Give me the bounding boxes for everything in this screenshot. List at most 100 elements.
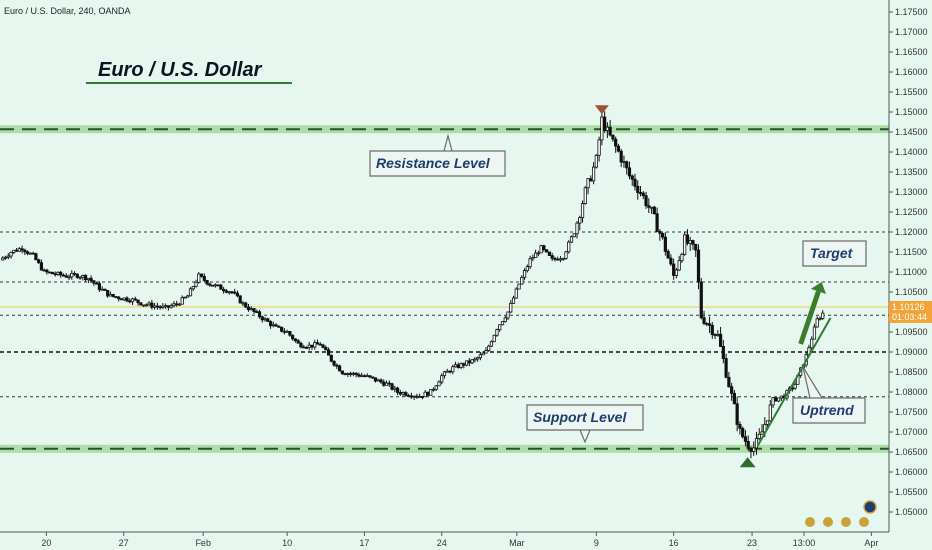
bottom-marker-icon <box>739 457 756 468</box>
candle-body-33 <box>92 280 96 284</box>
candle-body-136 <box>376 379 380 382</box>
candle-body-141 <box>390 383 394 390</box>
candle-body-87 <box>241 302 245 305</box>
time-axis[interactable]: 20 27 Feb 10 17 24 Mar 9 16 23 13:00 Apr <box>41 532 878 548</box>
candle-body-148 <box>409 395 413 398</box>
candle-body-134 <box>371 376 375 379</box>
candle-body-217 <box>600 116 604 141</box>
x-tick-label-6: Mar <box>509 538 525 548</box>
candle-body-28 <box>78 276 82 279</box>
candle-body-210 <box>580 203 585 218</box>
candle-body-7 <box>20 248 24 251</box>
candle-body-159 <box>440 375 444 383</box>
y-tick-label-9: 1.09000 <box>895 347 928 357</box>
candle-body-76 <box>210 284 215 287</box>
candle-body-157 <box>434 385 438 390</box>
candle-body-233 <box>644 195 648 207</box>
y-tick-label-23: 1.16000 <box>895 67 928 77</box>
x-tick-label-8: 16 <box>669 538 679 548</box>
candle-body-163 <box>451 366 455 373</box>
candle-body-96 <box>266 318 270 322</box>
candle-body-78 <box>216 284 220 287</box>
candle-body-80 <box>222 288 226 292</box>
candle-body-98 <box>271 324 275 327</box>
candle-body-42 <box>117 296 121 300</box>
candle-body-269 <box>743 436 748 442</box>
candle-body-262 <box>724 358 728 378</box>
chart-toolbar-icons[interactable] <box>805 500 877 527</box>
candle-body-104 <box>288 331 292 336</box>
candle-body-35 <box>97 283 101 291</box>
price-axis[interactable]: 1.05000 1.05500 1.06000 1.06500 1.07000 1.075… <box>889 7 928 517</box>
candle-body-196 <box>542 245 546 251</box>
candle-body-169 <box>467 360 471 364</box>
candle-body-94 <box>260 316 264 321</box>
candle-body-219 <box>605 126 609 131</box>
candle-body-222 <box>614 138 618 147</box>
current-price-value: 1.10126 <box>892 302 925 312</box>
candle-body-123 <box>340 370 344 375</box>
candle-body-266 <box>735 403 739 425</box>
candle-body-118 <box>326 349 331 356</box>
y-tick-label-13: 1.11000 <box>895 267 927 277</box>
y-tick-label-18: 1.13500 <box>895 167 928 177</box>
current-price-tag-box <box>889 300 932 323</box>
candle-body-122 <box>337 365 342 372</box>
candle-body-49 <box>136 299 140 304</box>
y-tick-label-24: 1.16500 <box>895 47 928 57</box>
candle-body-229 <box>633 178 637 187</box>
candle-body-224 <box>619 150 623 163</box>
settings-icon[interactable] <box>863 500 877 514</box>
flag-icon-4[interactable] <box>859 517 869 527</box>
candle-body-151 <box>418 396 422 398</box>
candle-body-264 <box>730 386 734 394</box>
candle-body-218 <box>603 116 607 131</box>
candle-body-15 <box>42 269 46 272</box>
x-tick-label-5: 24 <box>437 538 447 548</box>
candle-body-46 <box>128 300 132 303</box>
candle-body-45 <box>125 297 129 302</box>
candle-body-257 <box>710 324 714 335</box>
candle-body-207 <box>572 233 576 238</box>
candle-body-110 <box>304 346 309 349</box>
candle-body-18 <box>50 271 55 275</box>
candle-body-223 <box>616 145 621 152</box>
flag-icon-3[interactable] <box>841 517 851 527</box>
candle-body-59 <box>164 305 168 308</box>
candle-body-193 <box>534 252 538 258</box>
candle-body-53 <box>147 302 151 306</box>
flag-icon-2[interactable] <box>823 517 833 527</box>
candle-body-294 <box>812 326 817 340</box>
candle-body-237 <box>655 213 659 232</box>
candle-body-85 <box>235 292 240 297</box>
y-tick-label-25: 1.17000 <box>895 27 928 37</box>
y-tick-label-22: 1.15500 <box>895 87 928 97</box>
candle-body-181 <box>500 321 505 326</box>
candle-body-273 <box>754 438 759 449</box>
candle-body-127 <box>351 372 355 375</box>
uptrend-callout: Uptrend <box>792 366 866 424</box>
candle-body-152 <box>420 396 425 398</box>
candle-body-83 <box>230 291 234 294</box>
y-tick-label-1: 1.05000 <box>895 507 928 517</box>
candle-body-114 <box>315 342 320 345</box>
candle-body-166 <box>459 363 463 368</box>
candle-body-230 <box>636 185 640 193</box>
candle-body-270 <box>746 441 750 449</box>
candle-body-199 <box>550 255 554 259</box>
candle-body-287 <box>793 383 797 389</box>
candle-body-88 <box>244 302 248 308</box>
candles <box>1 110 825 459</box>
candle-body-41 <box>114 296 118 298</box>
flag-icon-1[interactable] <box>805 517 815 527</box>
candle-body-2 <box>6 255 10 258</box>
candle-body-62 <box>172 303 176 307</box>
candle-body-69 <box>191 286 195 290</box>
candle-body-109 <box>302 346 306 349</box>
candle-body-272 <box>752 447 756 452</box>
candle-body-173 <box>478 354 482 359</box>
candle-body-277 <box>765 420 770 425</box>
y-tick-label-6: 1.07500 <box>895 407 928 417</box>
